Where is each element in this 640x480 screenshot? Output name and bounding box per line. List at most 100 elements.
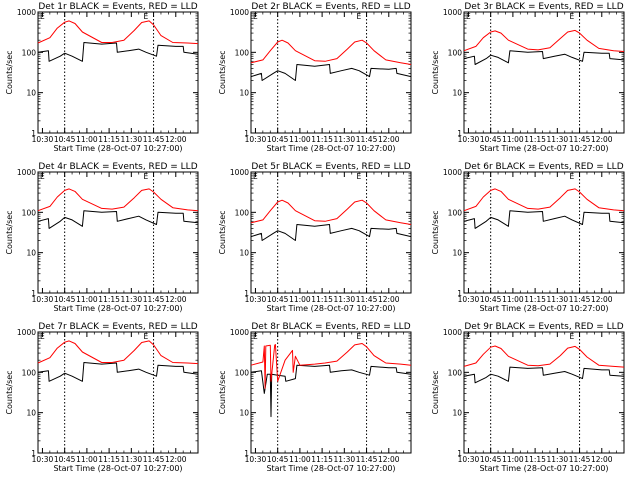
x-tick-label: 11:00 (289, 135, 311, 144)
corner-marker: E (357, 332, 362, 341)
corner-marker: E (253, 332, 258, 341)
x-tick-label: 11:45 (143, 295, 165, 304)
series-line-black (37, 362, 199, 382)
series-line-black (250, 224, 412, 241)
chart-title: Det 2r BLACK = Events, RED = LLD (251, 2, 410, 12)
corner-marker: E (357, 12, 362, 21)
corner-marker: E (144, 172, 149, 181)
y-tick-label: 1000 (230, 328, 249, 337)
x-tick-label: 10:30 (458, 135, 480, 144)
x-tick-label: 11:15 (524, 135, 546, 144)
chart-title: Det 7r BLACK = Events, RED = LLD (38, 322, 197, 332)
x-axis-label: Start Time (28-Oct-07 10:27:00) (479, 304, 608, 313)
series-line-black (463, 366, 625, 384)
x-tick-label: 12:00 (378, 455, 400, 464)
series-line-red (463, 345, 625, 368)
x-tick-label: 11:15 (98, 455, 120, 464)
chart-svg: Det 4r BLACK = Events, RED = LLD 1 10 100 10… (5, 162, 199, 313)
x-tick-label: 10:45 (267, 455, 289, 464)
corner-marker: E (357, 172, 362, 181)
y-tick-label: 1 (244, 129, 249, 138)
detector-panel-6: Det 6r BLACK = Events, RED = LLD 1 10 100 10… (426, 160, 639, 320)
x-tick-label: 11:45 (569, 455, 591, 464)
x-tick-label: 11:45 (569, 295, 591, 304)
x-tick-label: 12:00 (165, 135, 187, 144)
x-tick-label: 10:30 (458, 295, 480, 304)
y-tick-label: 10 (26, 409, 36, 418)
x-tick-label: 11:15 (311, 135, 333, 144)
chart-svg: Det 6r BLACK = Events, RED = LLD 1 10 100 10… (431, 162, 625, 313)
plot-frame (37, 331, 199, 454)
y-tick-label: 1000 (17, 328, 36, 337)
y-tick-label: 10 (26, 249, 36, 258)
y-tick-label: 100 (22, 48, 37, 57)
chart-svg: Det 5r BLACK = Events, RED = LLD 1 10 100 10… (218, 162, 412, 313)
corner-marker: E (144, 12, 149, 21)
y-tick-label: 10 (452, 409, 462, 418)
y-axis-label: Counts/sec (5, 210, 14, 254)
x-tick-label: 11:45 (356, 295, 378, 304)
x-tick-label: 10:45 (480, 455, 502, 464)
series-line-red (463, 29, 625, 52)
x-tick-label: 12:00 (165, 295, 187, 304)
y-tick-label: 1000 (230, 8, 249, 17)
y-tick-label: 1 (457, 129, 462, 138)
y-tick-label: 10 (26, 89, 36, 98)
y-tick-label: 100 (235, 48, 250, 57)
corner-marker: E (570, 172, 575, 181)
x-tick-label: 12:00 (378, 295, 400, 304)
series-line-red (37, 188, 199, 212)
x-tick-label: 12:00 (591, 455, 613, 464)
corner-marker: E (466, 172, 471, 181)
detector-panel-7: Det 7r BLACK = Events, RED = LLD 1 10 100 10… (0, 320, 213, 480)
y-tick-label: 100 (448, 48, 463, 57)
corner-marker: E (466, 332, 471, 341)
chart-title: Det 4r BLACK = Events, RED = LLD (38, 162, 197, 172)
x-tick-label: 11:15 (98, 295, 120, 304)
corner-marker: E (570, 12, 575, 21)
y-tick-label: 10 (452, 249, 462, 258)
detector-panel-4: Det 4r BLACK = Events, RED = LLD 1 10 100 10… (0, 160, 213, 320)
x-axis-label: Start Time (28-Oct-07 10:27:00) (479, 464, 608, 473)
y-tick-label: 100 (22, 368, 37, 377)
plot-frame (463, 331, 625, 454)
corner-marker: E (40, 332, 45, 341)
y-axis-label: Counts/sec (431, 50, 440, 94)
x-axis-label: Start Time (28-Oct-07 10:27:00) (53, 304, 182, 313)
detector-panel-5: Det 5r BLACK = Events, RED = LLD 1 10 100 10… (213, 160, 426, 320)
x-axis-label: Start Time (28-Oct-07 10:27:00) (479, 144, 608, 153)
chart-title: Det 3r BLACK = Events, RED = LLD (464, 2, 623, 12)
x-tick-label: 10:45 (54, 295, 76, 304)
x-tick-label: 12:00 (165, 455, 187, 464)
y-tick-label: 100 (448, 368, 463, 377)
series-line-black (463, 50, 625, 65)
x-tick-label: 11:30 (334, 135, 356, 144)
x-tick-label: 11:00 (502, 455, 524, 464)
y-tick-label: 1000 (443, 328, 462, 337)
y-tick-label: 1 (31, 289, 36, 298)
corner-marker: E (40, 172, 45, 181)
series-line-red (463, 188, 625, 212)
y-tick-label: 100 (22, 208, 37, 217)
corner-marker: E (253, 172, 258, 181)
x-tick-label: 11:00 (76, 455, 98, 464)
x-tick-label: 11:30 (121, 295, 143, 304)
x-tick-label: 10:30 (245, 455, 267, 464)
plot-frame (250, 331, 412, 454)
chart-svg: Det 9r BLACK = Events, RED = LLD 1 10 100 10… (431, 322, 625, 473)
y-tick-label: 1 (31, 449, 36, 458)
x-tick-label: 11:00 (502, 295, 524, 304)
plot-frame (463, 11, 625, 134)
x-tick-label: 11:15 (311, 295, 333, 304)
x-tick-label: 10:30 (245, 295, 267, 304)
corner-marker: E (253, 12, 258, 21)
series-line-red (250, 199, 412, 225)
chart-title: Det 1r BLACK = Events, RED = LLD (38, 2, 197, 12)
x-tick-label: 11:45 (356, 135, 378, 144)
y-tick-label: 1 (457, 449, 462, 458)
x-tick-label: 10:45 (480, 295, 502, 304)
x-tick-label: 12:00 (591, 135, 613, 144)
chart-title: Det 5r BLACK = Events, RED = LLD (251, 162, 410, 172)
x-tick-label: 12:00 (378, 135, 400, 144)
